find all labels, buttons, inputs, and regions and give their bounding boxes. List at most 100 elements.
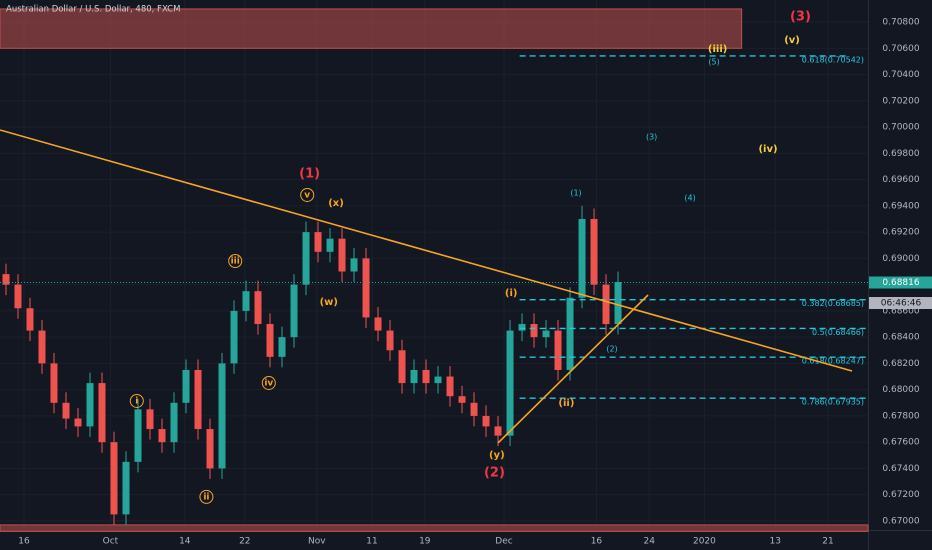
wave-label: (i) — [505, 288, 518, 299]
zones — [0, 8, 869, 532]
wave-label: (5) — [708, 58, 719, 67]
zone — [0, 524, 869, 532]
candle-body — [242, 291, 250, 311]
candle-body — [482, 415, 490, 427]
wave-circle — [228, 253, 243, 268]
candle-body — [350, 258, 358, 272]
chart-title: Australian Dollar / U.S. Dollar, 480, FX… — [6, 5, 180, 15]
x-tick-label: 11 — [366, 537, 377, 547]
candle-body — [182, 369, 190, 403]
wave-label: ii — [203, 492, 209, 502]
trendline — [0, 129, 853, 372]
y-tick-label: 0.70400 — [882, 70, 919, 80]
wave-label: (1) — [570, 188, 581, 197]
x-tick-label: Nov — [308, 537, 326, 547]
wave-label: iii — [231, 256, 240, 266]
wave-circle — [261, 375, 276, 390]
candle-body — [206, 429, 214, 469]
wave-label: (iii) — [708, 44, 727, 55]
x-tick-label: 19 — [419, 537, 431, 547]
wave-circle — [300, 187, 315, 202]
candle-body — [590, 218, 598, 285]
y-tick-label: 0.67800 — [882, 411, 919, 421]
candle-body — [446, 376, 454, 397]
candle-body — [338, 238, 346, 272]
y-tick-label: 0.70200 — [882, 96, 919, 106]
candle-body — [614, 282, 622, 325]
candle-body — [470, 402, 478, 416]
candle-body — [266, 324, 274, 357]
candle-body — [50, 363, 58, 403]
y-tick-label: 0.67000 — [882, 516, 919, 526]
fib-label: 0.382(0.68685) — [802, 299, 864, 308]
countdown-box — [869, 297, 932, 310]
x-tick-label: 13 — [770, 537, 781, 547]
y-tick-label: 0.69800 — [882, 149, 919, 159]
fib-label: 0.786(0.67935) — [802, 398, 864, 407]
y-tick-label: 0.67200 — [882, 490, 919, 500]
candle-body — [2, 274, 10, 285]
wave-label: v — [304, 190, 310, 200]
candle-body — [194, 369, 202, 430]
wave-label: (3) — [790, 10, 811, 25]
wave-label: (y) — [489, 450, 505, 461]
candle-body — [314, 232, 322, 252]
wave-label: iv — [264, 378, 273, 388]
countdown-label: 06:46:46 — [881, 299, 922, 309]
y-tick-label: 0.68400 — [882, 333, 919, 343]
candle-body — [530, 324, 538, 338]
candle-body — [326, 238, 334, 252]
wave-label: (x) — [328, 198, 344, 209]
candle-body — [410, 369, 418, 384]
candle-body — [38, 330, 46, 364]
wave-label: (2) — [606, 344, 617, 353]
candle-body — [86, 383, 94, 427]
wave-label: (v) — [784, 35, 800, 46]
wave-label: i — [135, 396, 138, 406]
last-price-box — [869, 276, 932, 289]
candle-body — [374, 317, 382, 331]
y-tick-label: 0.69200 — [882, 228, 919, 238]
y-tick-label: 0.67600 — [882, 438, 919, 448]
candle-body — [362, 258, 370, 318]
y-tick-label: 0.68600 — [882, 306, 919, 316]
x-tick-label: 16 — [591, 537, 603, 547]
trendline — [497, 294, 649, 444]
candle-body — [122, 461, 130, 515]
candle-body — [134, 409, 142, 462]
y-tick-label: 0.68000 — [882, 385, 919, 395]
axes: 0.67000 0.67200 0.67400 0.67600 0.67800 0.680… — [18, 18, 932, 547]
candle-body — [554, 330, 562, 370]
candle-body — [110, 442, 118, 515]
candle-body — [602, 284, 610, 325]
candle-body — [62, 402, 70, 419]
candle-body — [146, 409, 154, 430]
wave-label: (iv) — [758, 144, 777, 155]
y-tick-label: 0.67400 — [882, 464, 919, 474]
candle-body — [302, 232, 310, 285]
x-tick-label: Dec — [495, 537, 512, 547]
candle-body — [98, 383, 106, 443]
x-tick-label: Oct — [103, 537, 119, 547]
wave-label: (2) — [484, 465, 505, 480]
candle-body — [386, 330, 394, 351]
candle-body — [578, 218, 586, 298]
wave-circle — [199, 489, 214, 504]
wave-circle — [129, 393, 144, 408]
candle-body — [254, 291, 262, 325]
candle-body — [458, 396, 466, 403]
candle-body — [434, 376, 442, 384]
candle-body — [290, 284, 298, 338]
candle-body — [218, 363, 226, 469]
y-tick-label: 0.69600 — [882, 175, 919, 185]
fib-label: 0.618(0.68247) — [802, 357, 864, 366]
x-tick-label: 24 — [644, 537, 656, 547]
candle-body — [278, 337, 286, 357]
wave-label: (ii) — [558, 398, 574, 409]
x-tick-label: 22 — [239, 537, 250, 547]
candle-body — [542, 330, 550, 338]
wave-label: (1) — [299, 166, 320, 181]
